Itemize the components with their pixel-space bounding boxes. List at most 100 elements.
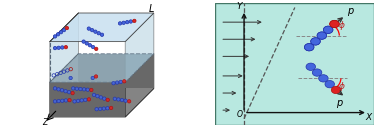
Circle shape bbox=[117, 98, 120, 101]
Polygon shape bbox=[50, 54, 154, 82]
Circle shape bbox=[324, 26, 333, 33]
Circle shape bbox=[87, 98, 91, 101]
Circle shape bbox=[124, 99, 127, 102]
Circle shape bbox=[330, 20, 339, 28]
Circle shape bbox=[60, 99, 64, 102]
Text: $p$: $p$ bbox=[336, 98, 344, 110]
Circle shape bbox=[69, 76, 72, 80]
Circle shape bbox=[133, 19, 136, 23]
Polygon shape bbox=[78, 54, 154, 88]
Circle shape bbox=[304, 44, 314, 51]
Circle shape bbox=[119, 80, 122, 84]
Circle shape bbox=[92, 93, 96, 97]
Polygon shape bbox=[50, 54, 78, 117]
Circle shape bbox=[311, 38, 320, 45]
Circle shape bbox=[100, 33, 104, 36]
Circle shape bbox=[86, 88, 90, 91]
Circle shape bbox=[64, 90, 67, 93]
Circle shape bbox=[53, 46, 57, 50]
Circle shape bbox=[91, 76, 94, 80]
Circle shape bbox=[122, 21, 125, 24]
Circle shape bbox=[102, 97, 106, 100]
Circle shape bbox=[115, 81, 119, 84]
Polygon shape bbox=[50, 13, 78, 82]
Circle shape bbox=[85, 42, 88, 45]
Circle shape bbox=[125, 20, 129, 24]
Text: $\phi$: $\phi$ bbox=[338, 19, 345, 32]
Circle shape bbox=[65, 26, 69, 30]
Circle shape bbox=[97, 31, 101, 35]
Circle shape bbox=[82, 40, 85, 43]
Circle shape bbox=[75, 87, 79, 90]
Circle shape bbox=[122, 80, 126, 83]
Circle shape bbox=[84, 98, 87, 102]
Circle shape bbox=[127, 100, 131, 103]
Polygon shape bbox=[50, 88, 154, 117]
Circle shape bbox=[82, 88, 86, 91]
Circle shape bbox=[88, 44, 91, 47]
Circle shape bbox=[325, 80, 335, 88]
Circle shape bbox=[59, 31, 63, 34]
Circle shape bbox=[68, 98, 71, 102]
Circle shape bbox=[53, 100, 57, 103]
Circle shape bbox=[57, 88, 60, 91]
Circle shape bbox=[330, 20, 339, 28]
Text: $Y$: $Y$ bbox=[236, 0, 244, 11]
Circle shape bbox=[317, 32, 327, 39]
Circle shape bbox=[120, 98, 124, 102]
Polygon shape bbox=[125, 13, 154, 82]
Circle shape bbox=[90, 28, 94, 32]
Circle shape bbox=[56, 33, 60, 36]
Circle shape bbox=[331, 86, 341, 94]
Circle shape bbox=[94, 30, 97, 33]
Circle shape bbox=[80, 99, 84, 102]
Circle shape bbox=[106, 107, 109, 110]
Circle shape bbox=[67, 90, 71, 94]
Circle shape bbox=[64, 99, 68, 102]
Circle shape bbox=[73, 100, 76, 103]
Circle shape bbox=[53, 35, 57, 38]
Circle shape bbox=[317, 32, 327, 39]
Circle shape bbox=[60, 89, 64, 92]
Circle shape bbox=[76, 99, 80, 103]
Circle shape bbox=[304, 44, 314, 51]
Polygon shape bbox=[50, 13, 154, 42]
Circle shape bbox=[95, 108, 98, 111]
Circle shape bbox=[118, 22, 122, 25]
Text: $Z$: $Z$ bbox=[42, 116, 50, 127]
Circle shape bbox=[53, 87, 57, 90]
Circle shape bbox=[79, 87, 82, 91]
Circle shape bbox=[110, 106, 113, 110]
Circle shape bbox=[91, 45, 95, 49]
Circle shape bbox=[71, 87, 75, 90]
Circle shape bbox=[71, 91, 74, 95]
Circle shape bbox=[129, 20, 132, 23]
Circle shape bbox=[87, 27, 90, 30]
Circle shape bbox=[60, 46, 64, 49]
Circle shape bbox=[62, 28, 66, 32]
Circle shape bbox=[94, 47, 98, 51]
Circle shape bbox=[102, 107, 105, 110]
Circle shape bbox=[99, 107, 102, 111]
Circle shape bbox=[64, 46, 68, 49]
Circle shape bbox=[106, 98, 109, 102]
Text: $X$: $X$ bbox=[365, 111, 373, 122]
Circle shape bbox=[319, 75, 328, 82]
Polygon shape bbox=[50, 82, 125, 117]
Circle shape bbox=[312, 69, 322, 76]
Circle shape bbox=[57, 46, 60, 50]
Text: $p$: $p$ bbox=[347, 6, 355, 18]
Text: $L$: $L$ bbox=[148, 2, 155, 14]
Circle shape bbox=[113, 97, 116, 100]
Circle shape bbox=[324, 26, 333, 33]
Circle shape bbox=[96, 95, 99, 98]
Circle shape bbox=[99, 96, 102, 99]
Circle shape bbox=[112, 82, 115, 85]
Polygon shape bbox=[125, 54, 154, 117]
Circle shape bbox=[90, 88, 93, 92]
Circle shape bbox=[57, 99, 60, 103]
Circle shape bbox=[94, 75, 98, 78]
Text: $\phi$: $\phi$ bbox=[338, 80, 345, 93]
Circle shape bbox=[311, 38, 320, 45]
Circle shape bbox=[306, 63, 316, 70]
